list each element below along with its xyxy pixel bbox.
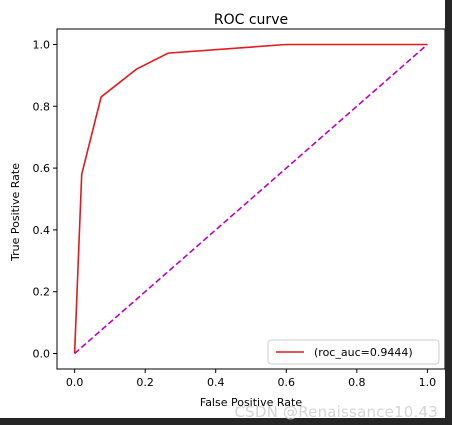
chart-title: ROC curve (214, 12, 288, 28)
y-tick-label: 1.0 (33, 38, 51, 51)
y-tick-label: 0.0 (33, 348, 51, 361)
legend-label-roc: (roc_auc=0.9444) (314, 346, 413, 359)
x-tick-label: 0.6 (278, 376, 296, 389)
y-tick-label: 0.4 (33, 224, 51, 237)
y-axis-label: True Positive Rate (9, 163, 22, 262)
x-tick-label: 0.8 (348, 376, 366, 389)
x-tick-label: 0.2 (136, 376, 154, 389)
plot-frame (56, 28, 445, 370)
roc-chart: ROC curve False Positive Rate True Posit… (9, 12, 445, 409)
x-axis-label: False Positive Rate (200, 396, 302, 409)
figure: ROC curve False Positive Rate True Posit… (0, 0, 445, 418)
ticks-group: 0.0 0.2 0.4 0.6 0.8 1.0 0.0 0.2 0.4 0.6 0.8 1.0 (33, 38, 437, 389)
y-tick-label: 0.6 (33, 162, 51, 175)
x-tick-label: 0.4 (207, 376, 225, 389)
y-tick-label: 0.8 (33, 100, 51, 113)
watermark: CSDN @Renaissance10.43 (234, 403, 438, 421)
x-tick-label: 0.0 (66, 376, 84, 389)
roc-curve-line (73, 43, 428, 354)
chance-diagonal-line (74, 43, 428, 355)
legend-box (267, 339, 440, 365)
y-tick-label: 0.2 (33, 286, 51, 299)
series-layer (73, 43, 428, 355)
x-tick-label: 1.0 (419, 376, 437, 389)
legend: (roc_auc=0.9444) (267, 339, 440, 365)
